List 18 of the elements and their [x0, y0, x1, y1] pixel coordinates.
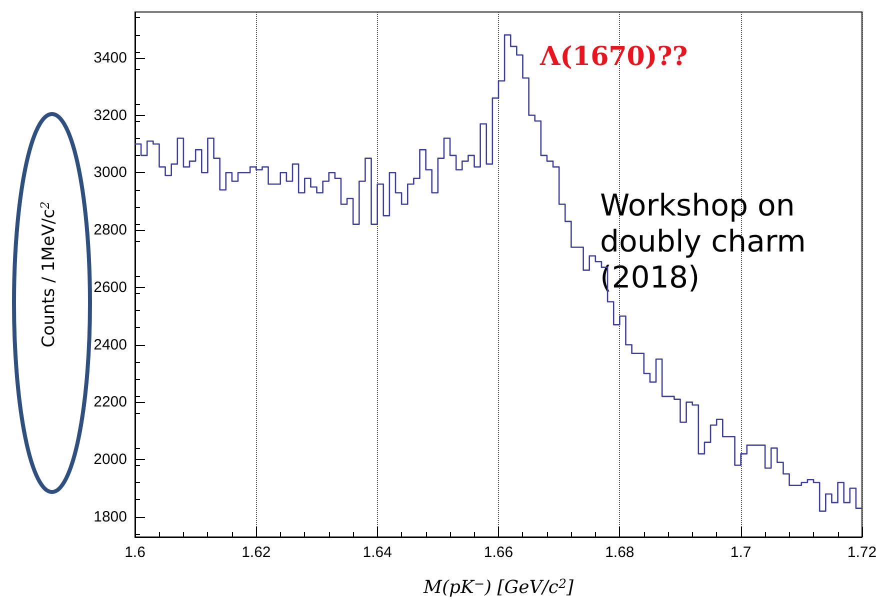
y-tick-label: 2600	[94, 278, 127, 296]
x-tick-label: 1.64	[362, 544, 392, 561]
y-tick-label: 2000	[94, 451, 127, 468]
y-tick-label: 2800	[94, 222, 127, 239]
x-tick-label: 1.62	[242, 544, 271, 561]
x-tick-label: 1.6	[124, 544, 146, 561]
y-tick-label: 2400	[94, 336, 127, 354]
y-tick-label: 1800	[94, 508, 127, 526]
x-tick-label: 1.68	[605, 544, 634, 561]
x-tick-label: 1.66	[484, 544, 514, 561]
annotation: Λ(1670)??	[539, 42, 688, 72]
y-tick-label: 3200	[94, 106, 127, 124]
y-tick-label: 3400	[94, 49, 127, 66]
y-axis-title: Counts / 1MeV/c2	[38, 201, 59, 348]
x-tick-label: 1.7	[730, 544, 752, 561]
y-tick-label: 2200	[94, 394, 127, 411]
y-tick-label: 3000	[94, 164, 127, 182]
x-tick-label: 1.72	[847, 544, 877, 561]
